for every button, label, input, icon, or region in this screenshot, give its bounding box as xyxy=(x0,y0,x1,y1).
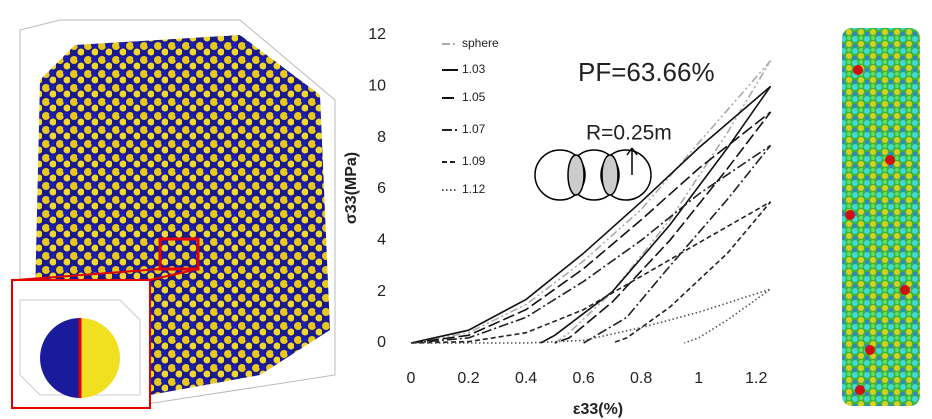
x-tick-label: 0.8 xyxy=(630,370,652,387)
cube-image xyxy=(11,19,336,409)
legend-label: 1.03 xyxy=(462,62,486,76)
series-line xyxy=(411,288,772,344)
y-tick-label: 8 xyxy=(377,129,386,146)
x-tick-label: 0.6 xyxy=(572,370,594,387)
x-tick-label: 1 xyxy=(694,370,703,387)
y-tick-label: 12 xyxy=(368,26,386,43)
y-tick-label: 2 xyxy=(377,283,386,300)
x-axis-label: ε33(%) xyxy=(573,401,623,418)
y-tick-label: 4 xyxy=(377,232,386,249)
annotation: PF=63.66% xyxy=(578,57,715,87)
legend-label: 1.07 xyxy=(462,122,486,136)
x-tick-label: 0.2 xyxy=(457,370,479,387)
y-tick-label: 10 xyxy=(368,78,386,95)
column-image xyxy=(842,28,920,406)
series-line xyxy=(410,144,772,344)
series-line xyxy=(410,111,772,344)
series-line xyxy=(410,60,772,344)
annotation: R=0.25m xyxy=(586,122,672,145)
y-tick-label: 6 xyxy=(377,180,386,197)
particle-schematic xyxy=(534,147,652,201)
legend-label: sphere xyxy=(462,36,499,50)
series-line xyxy=(410,85,772,344)
legend-label: 1.09 xyxy=(462,154,486,168)
x-tick-label: 1.2 xyxy=(745,370,767,387)
legend-label: 1.05 xyxy=(462,90,486,104)
y-axis-label: σ33(MPa) xyxy=(343,152,360,224)
y-tick-label: 0 xyxy=(377,334,386,351)
legend-label: 1.12 xyxy=(462,182,486,196)
x-tick-label: 0.4 xyxy=(515,370,537,387)
x-tick-label: 0 xyxy=(407,370,416,387)
series-line xyxy=(410,201,772,344)
